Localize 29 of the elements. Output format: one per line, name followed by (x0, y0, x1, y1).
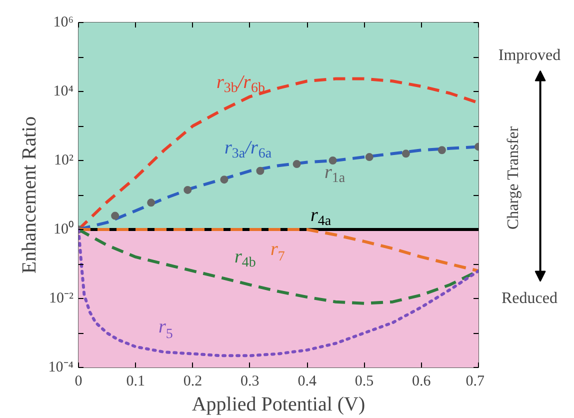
point (438, 146, 446, 154)
x-tick-label: 0.6 (412, 374, 432, 390)
text: Reduced (502, 290, 558, 307)
text: Charge Transfer (504, 126, 522, 230)
point (328, 156, 337, 164)
y-tick-label: 10⁴ (53, 84, 74, 100)
y-tick-label: 10⁻⁴ (48, 360, 74, 376)
x-tick-label: 0.4 (298, 374, 317, 390)
point (111, 212, 120, 220)
text: Improved (498, 46, 561, 64)
x-tick-label: 0.5 (354, 374, 374, 390)
point (365, 153, 374, 162)
y-tick-label: 10⁶ (53, 14, 74, 30)
point (184, 186, 192, 194)
point (147, 198, 156, 207)
x-tick-label: 0.7 (466, 374, 485, 390)
point (256, 166, 264, 175)
x-tick-label: 0 (74, 374, 82, 390)
point (292, 160, 301, 168)
y-tick-label: 10⁻² (49, 290, 74, 306)
x-tick-label: 0.2 (183, 374, 202, 390)
y-tick-label: 10⁰ (54, 220, 74, 238)
x-axis-title: Applied Potential (V) (192, 394, 366, 416)
x-tick-label: 0.3 (240, 374, 260, 390)
point (402, 150, 410, 158)
y-axis-title: Enhancement Ratio (18, 116, 40, 274)
point (220, 176, 228, 184)
y-tick-label: 10² (54, 152, 74, 168)
x-tick-label: 0.1 (126, 374, 146, 390)
